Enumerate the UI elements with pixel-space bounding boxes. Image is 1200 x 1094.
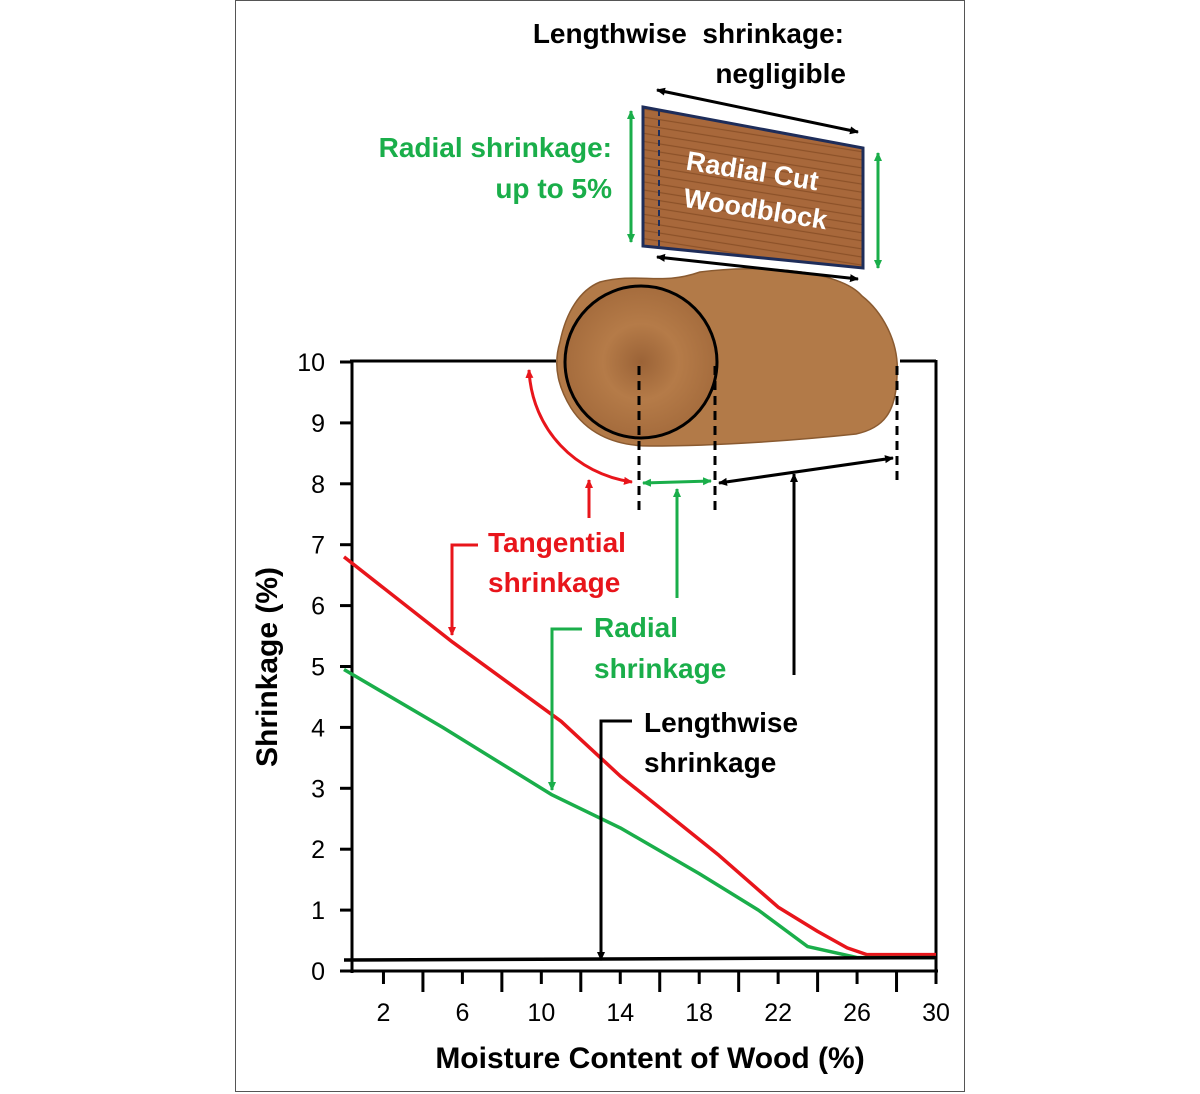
y-tick-label: 8 (311, 471, 325, 499)
x-tick-label: 22 (764, 999, 792, 1027)
radial-label-line1: Radial (594, 612, 678, 643)
y-tick-label: 1 (311, 897, 325, 925)
x-tick-label: 2 (377, 999, 391, 1027)
y-tick-label: 2 (311, 836, 325, 864)
y-tick-label: 4 (311, 714, 325, 742)
y-axis-label: Shrinkage (%) (251, 567, 284, 767)
x-tick-label: 30 (922, 999, 950, 1027)
radial-up-to-label-line1: Radial shrinkage: (379, 132, 612, 163)
x-tick-label: 6 (455, 999, 469, 1027)
tangential-shrinkage-line (342, 555, 936, 957)
block-length-arrow-bottom (656, 253, 859, 283)
y-tick-label: 6 (311, 593, 325, 621)
y-tick-label: 10 (297, 349, 325, 377)
lengthwise-down-pointer (597, 719, 632, 961)
y-tick-label: 7 (311, 532, 325, 560)
x-tick-label: 18 (685, 999, 713, 1027)
tangential-label-line2: shrinkage (488, 567, 620, 598)
radial-shrinkage-line (343, 667, 936, 960)
x-axis-label: Moisture Content of Wood (%) (435, 1042, 864, 1075)
tangential-down-pointer (448, 543, 478, 636)
y-ticks: 0 1 2 3 4 5 6 7 8 9 10 (297, 349, 352, 986)
radial-cut-woodblock: Radial Cut Woodblock (641, 105, 865, 270)
y-tick-label: 3 (311, 775, 325, 803)
radial-down-pointer (548, 627, 582, 791)
tangential-label-line1: Tangential (488, 527, 626, 558)
lengthwise-negligible-line1: Lengthwise shrinkage: (533, 18, 844, 49)
log-end-grain (563, 284, 719, 440)
x-tick-label: 14 (606, 999, 634, 1027)
series-layer (342, 555, 937, 962)
woodblock-body (641, 105, 865, 270)
lengthwise-label-line2: shrinkage (644, 747, 776, 778)
x-ticks: 2 6 10 14 18 22 26 30 (377, 971, 950, 1027)
tangential-curved-arrow (525, 369, 633, 485)
y-tick-label: 9 (311, 410, 325, 438)
radial-label-line2: shrinkage (594, 653, 726, 684)
wood-log-illustration (556, 267, 899, 516)
block-length-arrow-top (656, 87, 859, 135)
lengthwise-label-line1: Lengthwise (644, 707, 798, 738)
lengthwise-shrinkage-line (343, 955, 937, 962)
radial-up-to-label-line2: up to 5% (495, 173, 612, 204)
x-tick-label: 10 (527, 999, 555, 1027)
y-tick-label: 0 (311, 958, 325, 986)
x-tick-label: 26 (843, 999, 871, 1027)
lengthwise-dimension-arrow (718, 455, 894, 486)
lengthwise-negligible-line2: negligible (715, 58, 846, 89)
y-tick-label: 5 (311, 654, 325, 682)
radial-dimension-arrow (642, 477, 712, 487)
